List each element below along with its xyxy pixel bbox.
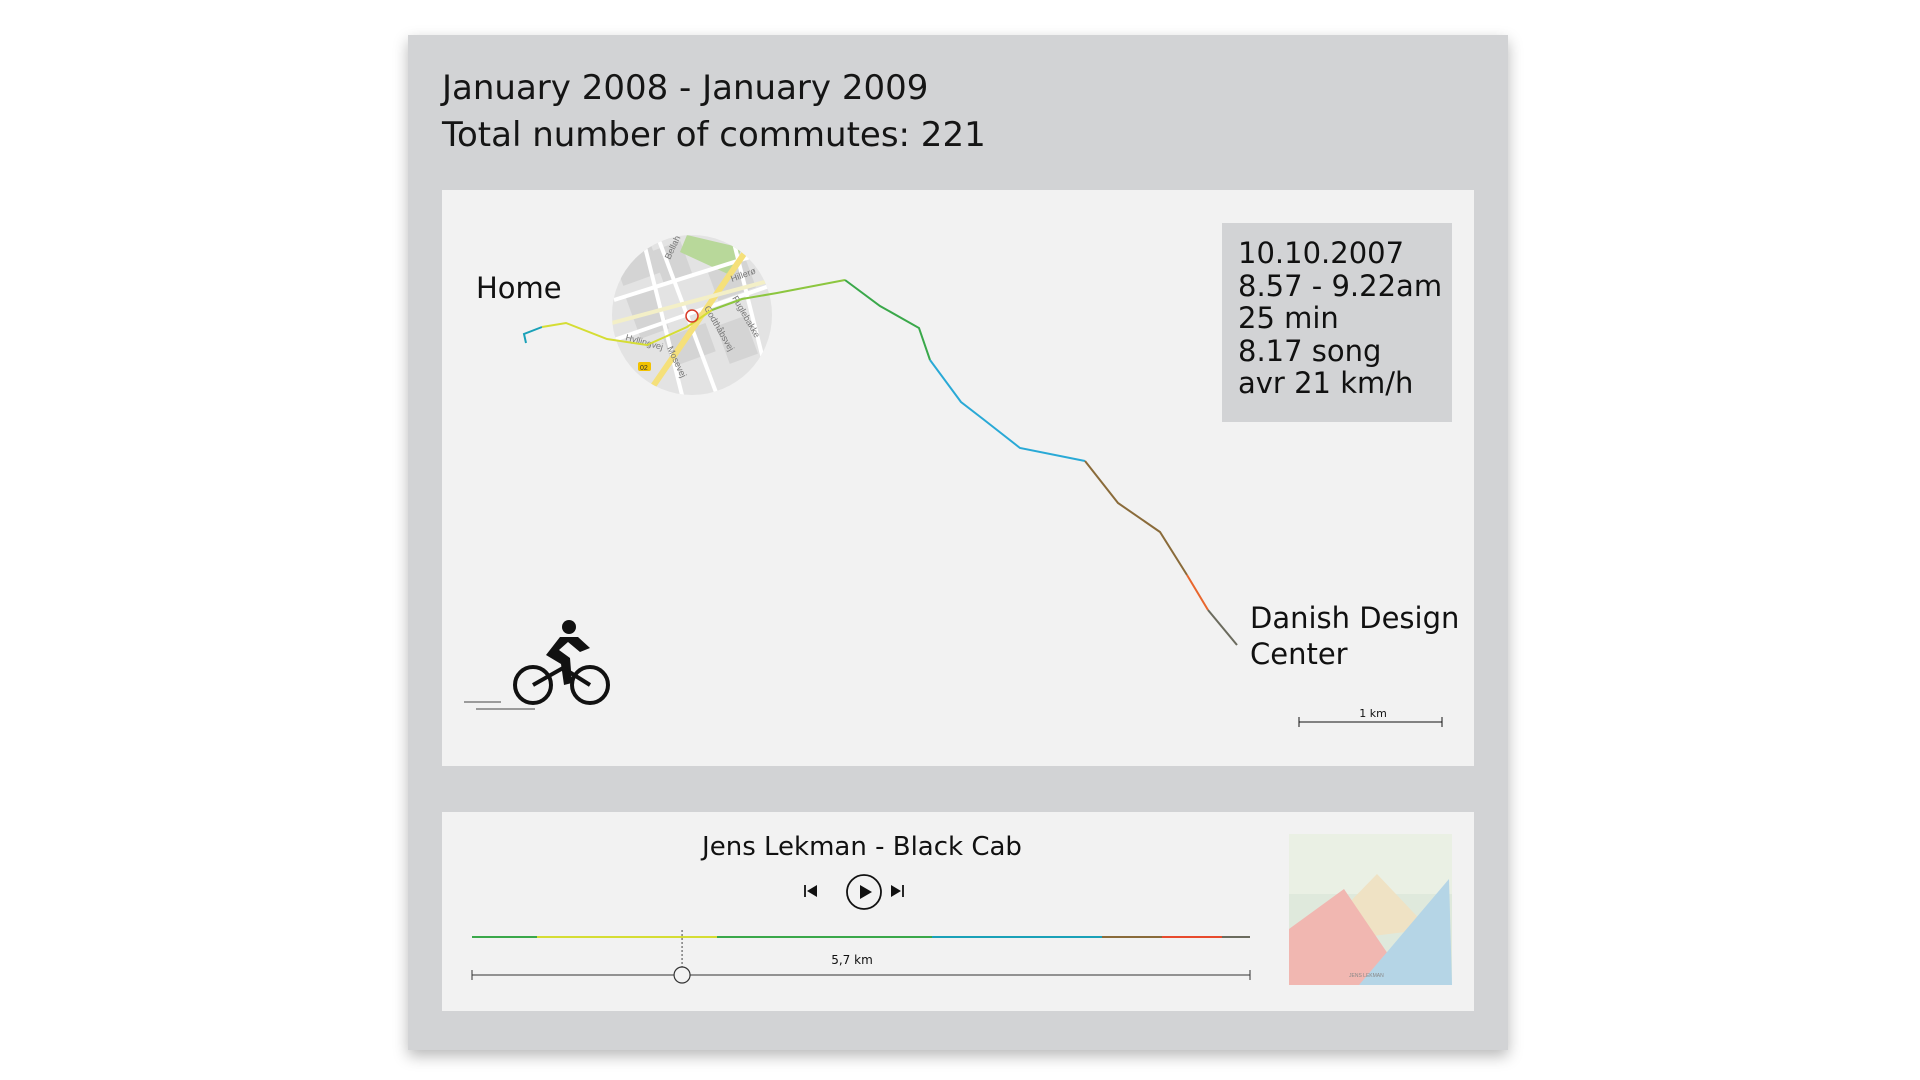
album-art-text: JENS LEKMAN	[1349, 973, 1384, 979]
album-art: JENS LEKMAN	[1289, 834, 1452, 985]
trip-info-box: 10.10.2007 8.57 - 9.22am 25 min 8.17 son…	[1222, 223, 1452, 422]
album-cover[interactable]: JENS LEKMAN	[1289, 834, 1452, 985]
progress-track[interactable]	[471, 970, 1251, 980]
end-label-line2: Center	[1250, 637, 1348, 671]
header: January 2008 - January 2009 Total number…	[442, 65, 986, 159]
scale-label: 1 km	[1359, 707, 1387, 720]
cyclist-icon	[464, 620, 610, 710]
end-label: Danish Design Center	[1250, 600, 1459, 672]
scale-bar	[1298, 717, 1443, 727]
progress-area	[471, 930, 1251, 984]
route-segment	[522, 326, 543, 344]
route-segment	[844, 279, 931, 361]
street-map-inset[interactable]: Bellah Hillerø Godthåbsvej Fuglebakke Mo…	[612, 234, 772, 395]
route-map-canvas: Bellah Hillerø Godthåbsvej Fuglebakke Mo…	[464, 234, 1443, 727]
skip-forward-icon[interactable]	[888, 882, 906, 900]
skip-back-icon[interactable]	[802, 882, 820, 900]
commute-route	[522, 279, 1238, 646]
play-icon[interactable]	[845, 873, 883, 911]
route-segment	[1207, 609, 1238, 646]
end-label-line1: Danish Design	[1250, 601, 1460, 635]
route-segment	[1186, 574, 1209, 611]
trip-speed: avr 21 km/h	[1238, 366, 1414, 400]
distance-label: 5,7 km	[831, 953, 873, 967]
music-player: Jens Lekman - Black Cab	[442, 812, 1474, 1011]
trip-duration: 25 min	[1238, 301, 1339, 335]
svg-text:02: 02	[640, 365, 648, 372]
start-label: Home	[476, 271, 562, 305]
trip-date: 10.10.2007	[1238, 236, 1405, 270]
route-segment	[711, 279, 846, 311]
current-position-marker	[685, 309, 699, 323]
song-title: Jens Lekman - Black Cab	[702, 832, 1022, 862]
route-map[interactable]: Bellah Hillerø Godthåbsvej Fuglebakke Mo…	[442, 190, 1474, 766]
trip-time: 8.57 - 9.22am	[1238, 268, 1443, 303]
route-segment	[929, 359, 1086, 462]
total-commutes: Total number of commutes: 221	[442, 115, 986, 155]
date-range: January 2008 - January 2009	[442, 68, 929, 108]
playhead-handle[interactable]	[673, 966, 691, 984]
route-segment	[1084, 460, 1188, 576]
trip-songs: 8.17 song	[1238, 333, 1382, 368]
route-segment	[541, 309, 713, 347]
commute-card: January 2008 - January 2009 Total number…	[408, 35, 1508, 1050]
